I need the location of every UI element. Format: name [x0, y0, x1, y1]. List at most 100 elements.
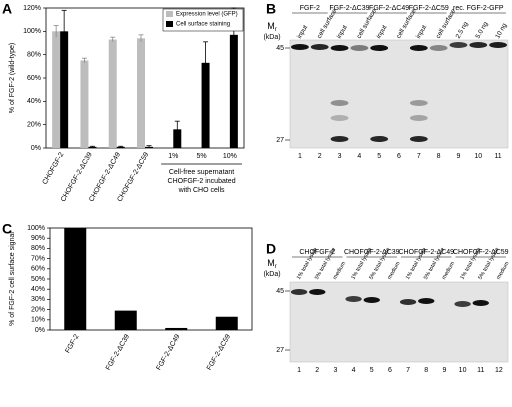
blot-band: [472, 300, 489, 306]
lane-number: 3: [338, 153, 342, 160]
lane-number: 4: [352, 367, 356, 374]
blot-band: [409, 100, 428, 106]
lane-number: 10: [474, 153, 482, 160]
bar: [52, 31, 61, 148]
marker-label: 27: [276, 347, 284, 354]
blot-band: [399, 299, 417, 305]
annotation: CHOFGF-2 incubated: [168, 178, 236, 185]
lane-group-label: CHOFGF-2-ΔC59: [453, 249, 509, 256]
marker-label: 27: [276, 137, 284, 144]
y-tick-label: 80%: [27, 52, 41, 59]
lane-group-label: CHOFGF-2-ΔC39: [344, 249, 400, 256]
lane-number: 12: [495, 367, 503, 374]
lane-number: 2: [315, 367, 319, 374]
lane-group-label: CHOFGF-2-ΔC49: [398, 249, 454, 256]
bar: [201, 62, 210, 149]
y-tick-label: 100%: [27, 225, 45, 232]
lane-group-label: rec. FGF-2-GFP: [453, 5, 504, 12]
marker-label: 45: [276, 45, 284, 52]
blot-band: [409, 115, 428, 121]
legend-box: [162, 8, 244, 32]
y-tick-label: 0%: [35, 327, 45, 334]
bar: [64, 228, 87, 330]
lane-group-label: FGF-2-ΔC39: [329, 5, 369, 12]
lane-number: 2: [318, 153, 322, 160]
lane-number: 5: [370, 367, 374, 374]
lane-number: 10: [459, 367, 467, 374]
lane-number: 1: [297, 367, 301, 374]
legend-label: Cell surface staining: [176, 22, 230, 28]
blot-band: [449, 42, 468, 48]
bar: [114, 310, 137, 330]
y-tick-label: 100%: [23, 28, 41, 35]
y-tick-label: 120%: [23, 5, 41, 12]
blot-membrane: [289, 281, 509, 363]
blot-band: [409, 136, 428, 142]
blot-band: [330, 115, 349, 121]
blot-band: [310, 44, 329, 50]
y-axis-label: % of FGF-2 cell surface signal: [9, 232, 16, 326]
y-tick-label: 40%: [31, 286, 45, 293]
blot-band: [409, 45, 428, 51]
blot-band: [290, 289, 308, 295]
lane-number: 8: [437, 153, 441, 160]
legend-label: Expression level (GFP): [176, 12, 238, 18]
legend-swatch: [166, 11, 173, 17]
y-tick-label: 70%: [31, 255, 45, 262]
mr-symbol: M: [267, 21, 275, 31]
blot-band: [309, 289, 326, 295]
bar: [229, 34, 238, 149]
panel-letter: C: [2, 221, 12, 237]
lane-number: 1: [298, 153, 302, 160]
error-bar: [118, 145, 124, 148]
lane-group-label: CHOFGF-2: [299, 249, 335, 256]
error-bar: [110, 36, 116, 42]
y-tick-label: 50%: [31, 276, 45, 283]
lane-group-label: FGF-2-ΔC49: [369, 5, 409, 12]
y-tick-label: 60%: [31, 266, 45, 273]
marker-label: 45: [276, 288, 284, 295]
error-bar: [146, 145, 152, 148]
bar: [60, 31, 69, 148]
y-tick-label: 10%: [31, 317, 45, 324]
lane-number: 7: [406, 367, 410, 374]
blot-band: [290, 44, 309, 50]
legend-swatch: [166, 21, 173, 27]
y-tick-label: 40%: [27, 98, 41, 105]
bar: [108, 39, 117, 148]
error-bar: [203, 41, 209, 84]
y-axis-label: % of FGF-2 (wild-type): [9, 43, 16, 113]
blot-band: [418, 298, 435, 304]
panel-letter: B: [266, 1, 276, 17]
lane-number: 3: [333, 367, 337, 374]
error-bar: [61, 9, 67, 53]
y-tick-label: 20%: [31, 306, 45, 313]
lane-number: 8: [424, 367, 428, 374]
lane-number: 11: [477, 367, 484, 374]
lane-number: 6: [388, 367, 392, 374]
y-tick-label: 90%: [31, 235, 45, 242]
y-tick-label: 0%: [31, 145, 41, 152]
blot-membrane: [289, 39, 509, 149]
blot-band: [469, 42, 488, 48]
lane-number: 9: [442, 367, 446, 374]
lane-number: 11: [494, 153, 501, 160]
y-tick-label: 20%: [27, 122, 41, 129]
mr-label: Mr: [267, 21, 277, 32]
lane-number: 9: [457, 153, 461, 160]
mr-unit: (kDa): [263, 34, 280, 41]
error-bar: [174, 120, 180, 138]
blot-band: [370, 45, 389, 51]
lane-number: 5: [377, 153, 381, 160]
bar: [215, 316, 238, 330]
error-bar: [138, 34, 144, 42]
lane-group-label: FGF-2: [300, 5, 320, 12]
blot-band: [429, 45, 448, 51]
blot-band: [345, 296, 362, 302]
bar: [137, 38, 145, 149]
mr-label: Mr: [267, 258, 277, 269]
error-bar: [81, 57, 87, 63]
blot-band: [370, 136, 389, 142]
